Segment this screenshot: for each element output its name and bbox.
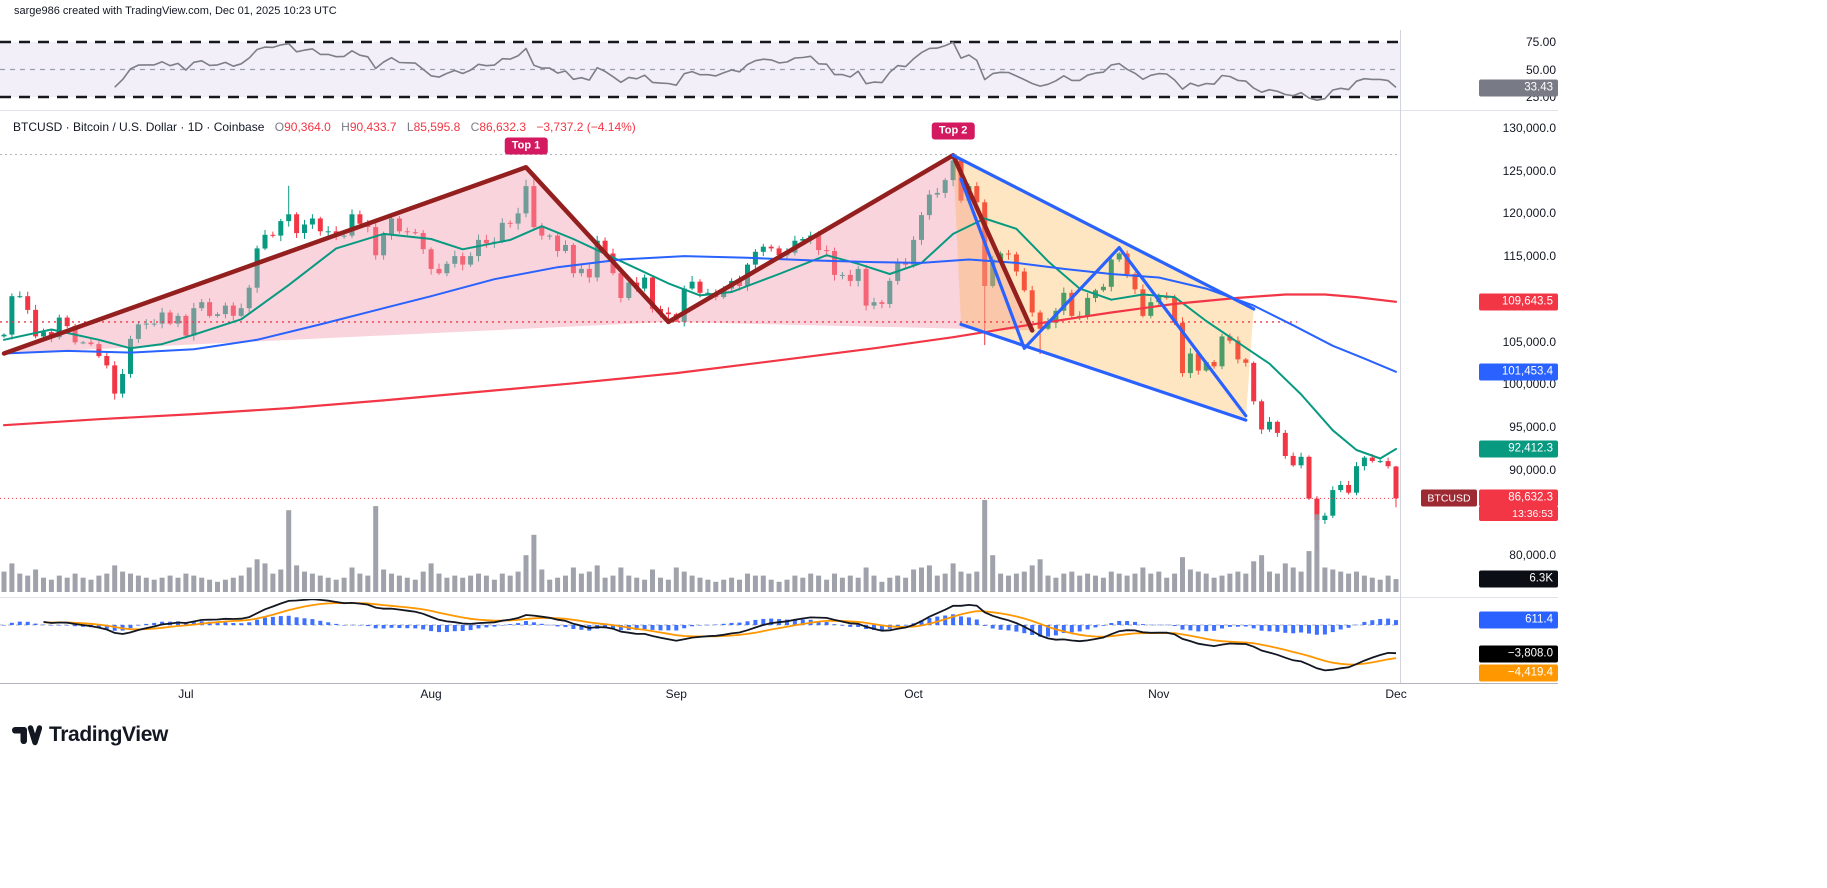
close-value: 86,632.3 bbox=[479, 120, 527, 134]
rsi-level-label[interactable]: 75.00 bbox=[1525, 35, 1556, 49]
ma-value-badge: 109,643.5 bbox=[1479, 293, 1558, 311]
price-axis-label[interactable]: 90,000.0 bbox=[1509, 462, 1556, 477]
time-axis-label-dec[interactable]: Dec bbox=[1385, 687, 1407, 701]
price-axis-label[interactable]: 95,000.0 bbox=[1509, 419, 1556, 434]
price-axis-label[interactable]: 130,000.0 bbox=[1502, 121, 1556, 135]
symbol-title[interactable]: BTCUSD · Bitcoin / U.S. Dollar · 1D · Co… bbox=[13, 120, 265, 134]
bar-countdown-badge: 13:36:53 bbox=[1479, 506, 1558, 522]
high-label: H bbox=[341, 120, 350, 134]
time-axis-label-sep[interactable]: Sep bbox=[665, 687, 687, 701]
rsi-value-badge: 33.43 bbox=[1479, 79, 1558, 97]
macd-value-badge: 611.4 bbox=[1479, 611, 1558, 629]
rsi-level-label[interactable]: 50.00 bbox=[1525, 62, 1556, 77]
time-axis-label-aug[interactable]: Aug bbox=[420, 687, 442, 701]
last-price-badge: 86,632.3 bbox=[1479, 489, 1558, 507]
ma-value-badge: 92,412.3 bbox=[1479, 440, 1558, 458]
pattern-top-label-1[interactable]: Top 1 bbox=[504, 137, 548, 155]
symbol-price-chip: BTCUSD bbox=[1421, 489, 1477, 507]
open-label: O bbox=[274, 120, 285, 134]
time-axis-label-jul[interactable]: Jul bbox=[178, 687, 194, 701]
low-label: L bbox=[406, 120, 414, 134]
tradingview-wordmark: TradingView bbox=[49, 723, 168, 746]
high-value: 90,433.7 bbox=[349, 120, 397, 134]
change-value: −3,737.2 (−4.14%) bbox=[536, 120, 636, 134]
price-axis-label[interactable]: 100,000.0 bbox=[1502, 377, 1556, 392]
open-value: 90,364.0 bbox=[284, 120, 331, 134]
time-axis-label-oct[interactable]: Oct bbox=[904, 687, 923, 701]
close-label: C bbox=[470, 120, 480, 134]
ma-value-badge: 101,453.4 bbox=[1479, 363, 1558, 381]
time-axis-label-nov[interactable]: Nov bbox=[1148, 687, 1170, 701]
low-value: 85,595.8 bbox=[413, 120, 461, 134]
macd-value-badge: −4,419.4 bbox=[1479, 664, 1558, 682]
pattern-top-label-2[interactable]: Top 2 bbox=[931, 122, 975, 140]
tradingview-logo[interactable]: TradingView bbox=[12, 721, 168, 749]
price-axis-label[interactable]: 125,000.0 bbox=[1502, 163, 1556, 178]
tradingview-logo-icon bbox=[12, 725, 42, 746]
price-axis-label[interactable]: 80,000.0 bbox=[1509, 548, 1556, 562]
symbol-legend[interactable]: BTCUSD · Bitcoin / U.S. Dollar · 1D · Co… bbox=[13, 120, 636, 134]
volume-value-badge: 6.3K bbox=[1479, 570, 1558, 588]
attribution-text: sarge986 created with TradingView.com, D… bbox=[14, 5, 337, 17]
price-axis-label[interactable]: 105,000.0 bbox=[1502, 334, 1556, 349]
price-axis-label[interactable]: 120,000.0 bbox=[1502, 206, 1556, 221]
macd-value-badge: −3,808.0 bbox=[1479, 645, 1558, 663]
price-axis-label[interactable]: 115,000.0 bbox=[1503, 249, 1557, 264]
